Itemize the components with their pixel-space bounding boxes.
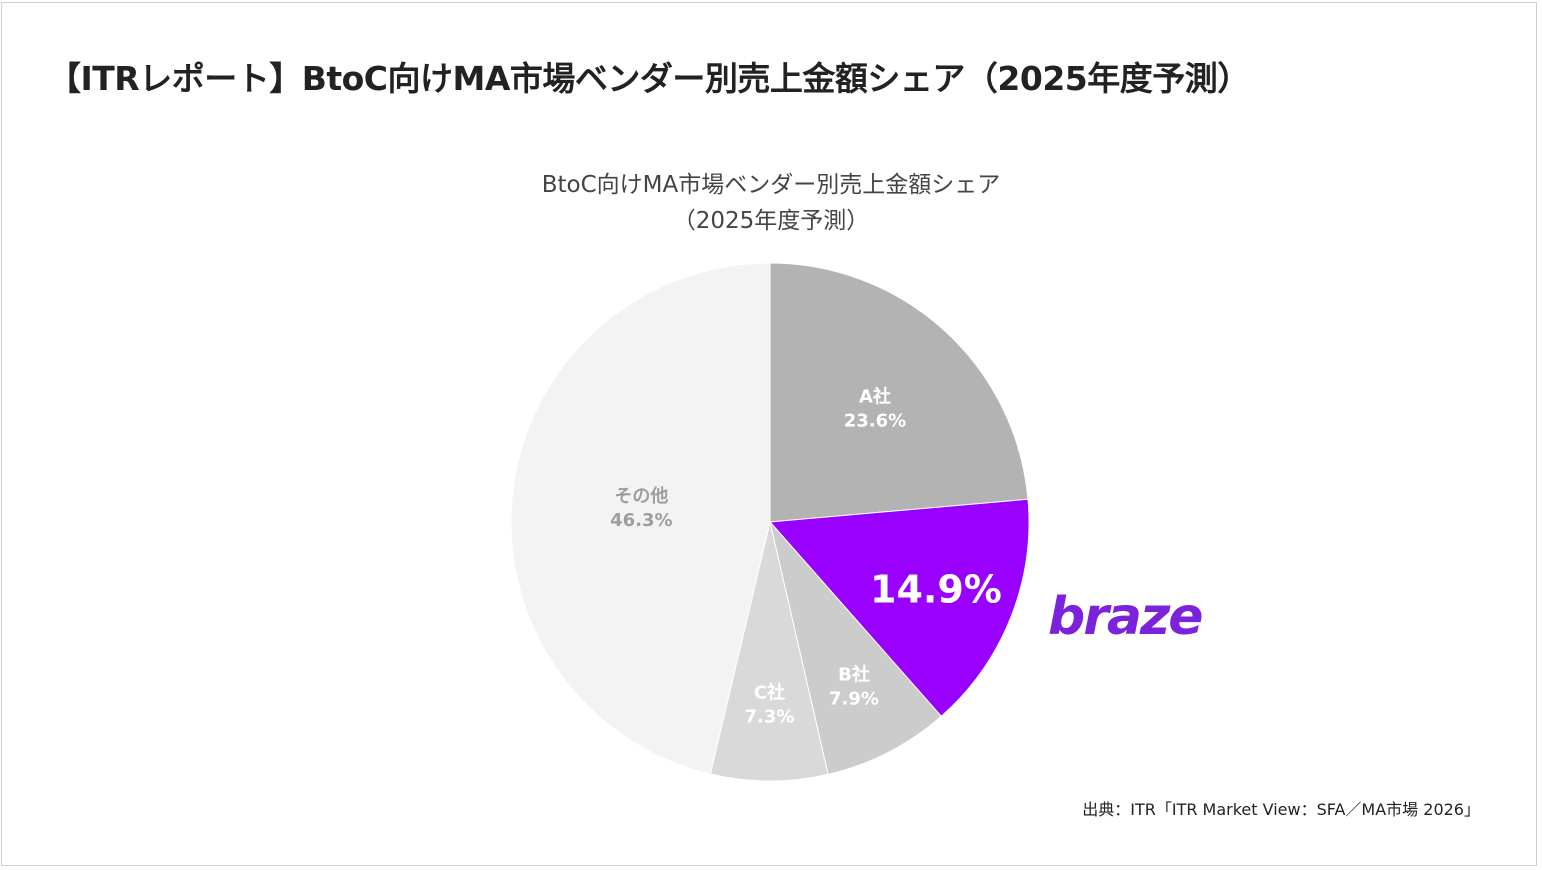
- source-note: 出典：ITR「ITR Market View：SFA／MA市場 2026」: [1082, 800, 1480, 819]
- slice-name: A社: [859, 385, 891, 407]
- pie-slice-3: [709, 521, 829, 782]
- pie-slice-2: [769, 521, 942, 776]
- pie-slice-1: [768, 498, 1030, 717]
- page-title: 【ITRレポート】BtoC向けMA市場ベンダー別売上金額シェア（2025年度予測…: [48, 59, 1250, 98]
- slice-value: 46.3%: [610, 510, 672, 531]
- svg-text:braze: braze: [1048, 587, 1202, 647]
- slice-name: B社: [838, 664, 870, 686]
- slice-label-2: B社 7.9%: [829, 664, 879, 710]
- slice-label-4: その他 46.3%: [610, 485, 672, 531]
- slice-value: 7.9%: [829, 689, 879, 710]
- slice-label-1: 14.9%: [870, 567, 1002, 611]
- slice-value: 7.3%: [744, 706, 794, 727]
- pie-slice-4: [510, 262, 771, 775]
- slice-name: その他: [614, 485, 668, 507]
- slice-name: C社: [754, 681, 785, 703]
- slice-label-3: C社 7.3%: [744, 681, 794, 727]
- chart-title-line1: BtoC向けMA市場ベンダー別売上金額シェア: [541, 172, 1001, 198]
- pie-slice-0: [769, 262, 1029, 523]
- slice-value: 23.6%: [844, 410, 906, 431]
- chart-title-line2: （2025年度予測）: [672, 208, 870, 234]
- braze-logo: braze: [1048, 587, 1204, 647]
- slice-label-0: A社 23.6%: [844, 385, 906, 431]
